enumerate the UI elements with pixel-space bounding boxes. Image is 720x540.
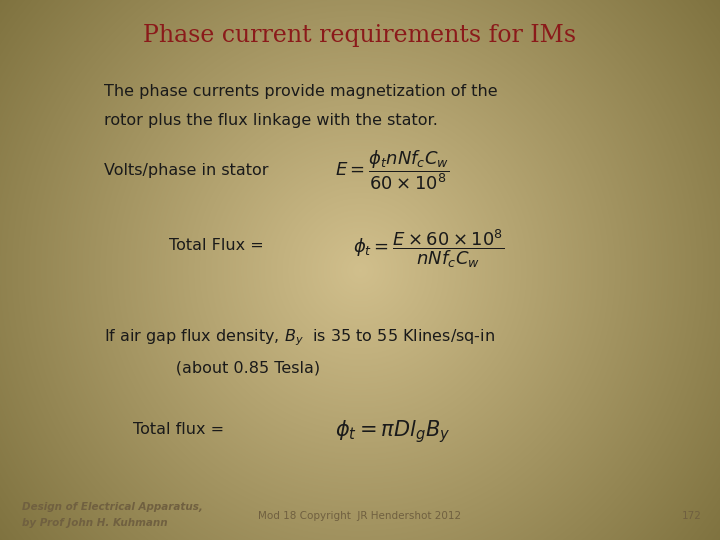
Text: Design of Electrical Apparatus,: Design of Electrical Apparatus,: [22, 502, 202, 511]
Text: Volts/phase in stator: Volts/phase in stator: [104, 163, 269, 178]
Text: by Prof John H. Kuhmann: by Prof John H. Kuhmann: [22, 518, 167, 528]
Text: rotor plus the flux linkage with the stator.: rotor plus the flux linkage with the sta…: [104, 113, 438, 129]
Text: $E = \dfrac{\phi_t nNf_c C_w}{60 \times 10^8}$: $E = \dfrac{\phi_t nNf_c C_w}{60 \times …: [335, 148, 450, 192]
Text: (about 0.85 Tesla): (about 0.85 Tesla): [104, 361, 320, 376]
Text: Total Flux =: Total Flux =: [169, 238, 269, 253]
Text: The phase currents provide magnetization of the: The phase currents provide magnetization…: [104, 84, 498, 99]
Text: 172: 172: [682, 511, 702, 521]
Text: Mod 18 Copyright  JR Hendershot 2012: Mod 18 Copyright JR Hendershot 2012: [258, 511, 462, 521]
Text: Total flux =: Total flux =: [133, 422, 230, 437]
Text: If air gap flux density, $B_y$  is 35 to 55 Klines/sq-in: If air gap flux density, $B_y$ is 35 to …: [104, 327, 495, 348]
Text: $\phi_t = \pi D l_g B_y$: $\phi_t = \pi D l_g B_y$: [335, 418, 450, 445]
Text: Phase current requirements for IMs: Phase current requirements for IMs: [143, 24, 577, 48]
Text: $\phi_t = \dfrac{E \times 60 \times 10^8}{nNf_c C_w}$: $\phi_t = \dfrac{E \times 60 \times 10^8…: [353, 227, 504, 270]
